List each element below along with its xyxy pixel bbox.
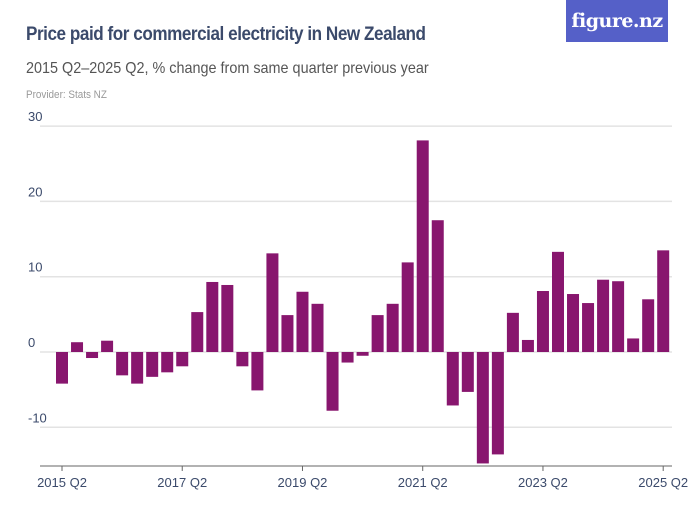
bar (521, 339, 534, 352)
bar (506, 312, 519, 352)
y-tick-label: 30 (28, 109, 42, 124)
x-tick-label: 2025 Q2 (638, 475, 688, 490)
x-tick-label: 2023 Q2 (518, 475, 568, 490)
bar (371, 315, 384, 352)
chart-subtitle: 2015 Q2–2025 Q2, % change from same quar… (26, 60, 429, 77)
bar (266, 253, 279, 352)
bar (627, 338, 640, 352)
bar (116, 352, 129, 376)
bar (206, 281, 219, 352)
bar (642, 299, 655, 352)
bar (416, 140, 429, 352)
bar (401, 262, 414, 352)
bar (101, 340, 114, 352)
bar (146, 352, 159, 377)
bar (536, 291, 549, 352)
bar (86, 352, 99, 359)
bar (311, 303, 324, 352)
bar (597, 279, 610, 352)
x-tick-label: 2021 Q2 (398, 475, 448, 490)
y-tick-label: -10 (28, 410, 47, 425)
y-tick-label: 20 (28, 184, 42, 199)
bar (326, 352, 339, 411)
bar (221, 284, 234, 352)
bar (551, 251, 564, 352)
provider-label: Provider: Stats NZ (26, 89, 107, 101)
x-tick-label: 2019 Q2 (278, 475, 328, 490)
bar (176, 352, 189, 367)
bar (161, 352, 174, 373)
y-tick-label: 10 (28, 260, 42, 275)
bar (296, 291, 309, 352)
y-tick-label: 0 (28, 335, 35, 350)
bar (657, 250, 670, 352)
bar (341, 352, 354, 363)
bar (491, 352, 504, 455)
bar (386, 303, 399, 352)
bar (131, 352, 144, 384)
bar (251, 352, 264, 391)
bar (582, 303, 595, 352)
bar (356, 352, 369, 356)
figure-nz-logo[interactable]: figure.nz (566, 0, 668, 42)
bar (461, 352, 474, 392)
bar (612, 281, 625, 352)
bar (476, 352, 489, 464)
bar (56, 352, 68, 384)
bar (567, 294, 580, 352)
bar (191, 312, 204, 352)
bar (446, 352, 459, 406)
bar (71, 342, 84, 352)
x-tick-label: 2017 Q2 (157, 475, 207, 490)
bar (236, 352, 249, 367)
x-tick-label: 2015 Q2 (37, 475, 87, 490)
bar (431, 220, 444, 352)
chart-title: Price paid for commercial electricity in… (26, 24, 426, 45)
bar (281, 315, 294, 352)
